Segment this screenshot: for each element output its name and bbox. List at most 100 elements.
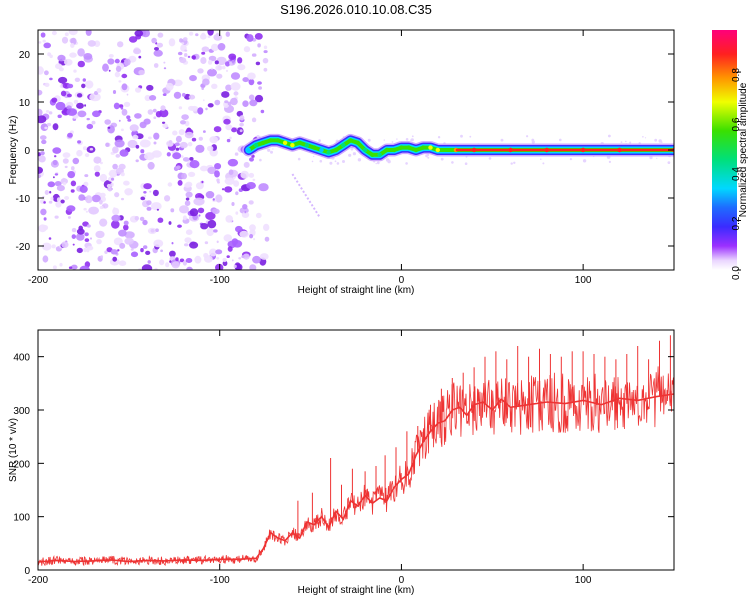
- noise-blob: [68, 30, 78, 36]
- noise-blob: [40, 208, 47, 216]
- noise-blob: [169, 260, 172, 263]
- noise-blob: [40, 135, 47, 141]
- noise-dot: [391, 141, 394, 143]
- noise-blob: [263, 50, 268, 54]
- noise-dot: [311, 160, 314, 163]
- noise-blob: [84, 232, 89, 237]
- noise-blob: [195, 144, 205, 153]
- noise-blob: [55, 101, 66, 111]
- noise-blob: [247, 72, 256, 80]
- noise-blob: [147, 109, 154, 115]
- ridge-point: [370, 152, 375, 157]
- noise-blob: [113, 237, 123, 246]
- noise-blob: [121, 73, 128, 79]
- noise-blob: [235, 191, 239, 196]
- noise-blob: [202, 78, 210, 86]
- ridge-point: [246, 147, 251, 153]
- noise-blob: [162, 123, 169, 129]
- noise-dot: [642, 136, 644, 138]
- noise-blob: [163, 67, 167, 70]
- noise-blob: [216, 73, 223, 79]
- noise-dot: [427, 156, 430, 159]
- noise-dot: [464, 162, 468, 165]
- noise-blob: [121, 60, 125, 63]
- noise-blob: [204, 255, 213, 263]
- noise-dot: [383, 139, 385, 141]
- snr-x-label: -200: [28, 575, 48, 586]
- snr-x-label: 100: [575, 575, 592, 586]
- noise-blob: [225, 124, 233, 131]
- noise-blob: [91, 194, 101, 203]
- noise-blob: [120, 172, 125, 177]
- noise-blob: [255, 212, 262, 219]
- noise-blob: [229, 59, 232, 62]
- noise-blob: [227, 246, 233, 252]
- noise-blob: [207, 166, 217, 175]
- noise-dot: [410, 139, 412, 141]
- noise-blob: [228, 169, 234, 175]
- noise-blob: [123, 220, 129, 226]
- noise-dot: [569, 158, 573, 161]
- noise-blob: [76, 233, 85, 241]
- noise-blob: [216, 56, 227, 66]
- noise-blob: [237, 57, 243, 64]
- noise-dot: [559, 138, 562, 142]
- noise-blob: [82, 146, 87, 151]
- noise-blob: [175, 257, 179, 262]
- noise-blob: [181, 155, 184, 158]
- noise-blob: [79, 265, 90, 270]
- noise-dot: [460, 134, 463, 138]
- colorbar-tick-label: 0.6: [731, 117, 742, 131]
- noise-blob: [85, 210, 88, 213]
- ridge-point: [253, 143, 259, 148]
- noise-blob: [76, 102, 84, 109]
- noise-blob: [135, 87, 142, 93]
- noise-blob: [54, 173, 59, 176]
- noise-blob: [160, 249, 164, 253]
- noise-blob: [254, 33, 263, 40]
- noise-blob: [108, 69, 111, 72]
- noise-blob: [179, 141, 188, 149]
- noise-dot: [319, 159, 323, 163]
- noise-blob: [118, 80, 122, 83]
- noise-blob: [163, 61, 166, 64]
- noise-blob: [66, 93, 72, 98]
- noise-blob: [179, 57, 187, 64]
- noise-blob: [223, 118, 231, 125]
- noise-blob: [109, 258, 120, 266]
- noise-blob: [207, 35, 211, 39]
- noise-blob: [242, 77, 249, 83]
- ridge-point: [399, 145, 404, 150]
- noise-blob: [177, 180, 183, 186]
- noise-blob: [205, 107, 208, 111]
- noise-blob: [173, 91, 182, 99]
- noise-dot: [469, 135, 472, 138]
- noise-blob: [221, 91, 230, 98]
- ridge-point: [413, 147, 419, 153]
- noise-blob: [184, 49, 188, 52]
- noise-dot: [411, 135, 414, 138]
- noise-blob: [170, 208, 175, 213]
- ridge-point: [348, 138, 353, 143]
- noise-blob: [154, 47, 159, 51]
- noise-blob: [61, 241, 69, 248]
- noise-dot: [582, 159, 587, 163]
- noise-blob: [138, 69, 145, 76]
- noise-blob: [49, 77, 53, 81]
- noise-dot: [272, 148, 274, 150]
- noise-blob: [241, 211, 250, 218]
- spectrogram-x-ticks: -200 -100 0 100: [28, 30, 592, 286]
- noise-blob: [216, 240, 219, 244]
- noise-blob: [83, 53, 93, 60]
- noise-blob: [132, 134, 139, 140]
- noise-blob: [74, 77, 81, 83]
- noise-dot: [451, 161, 454, 164]
- noise-blob: [258, 86, 262, 90]
- noise-blob: [57, 114, 62, 119]
- noise-blob: [68, 266, 73, 270]
- noise-blob: [44, 190, 49, 195]
- noise-blob: [118, 229, 127, 237]
- noise-blob: [241, 255, 245, 259]
- noise-blob: [70, 43, 75, 48]
